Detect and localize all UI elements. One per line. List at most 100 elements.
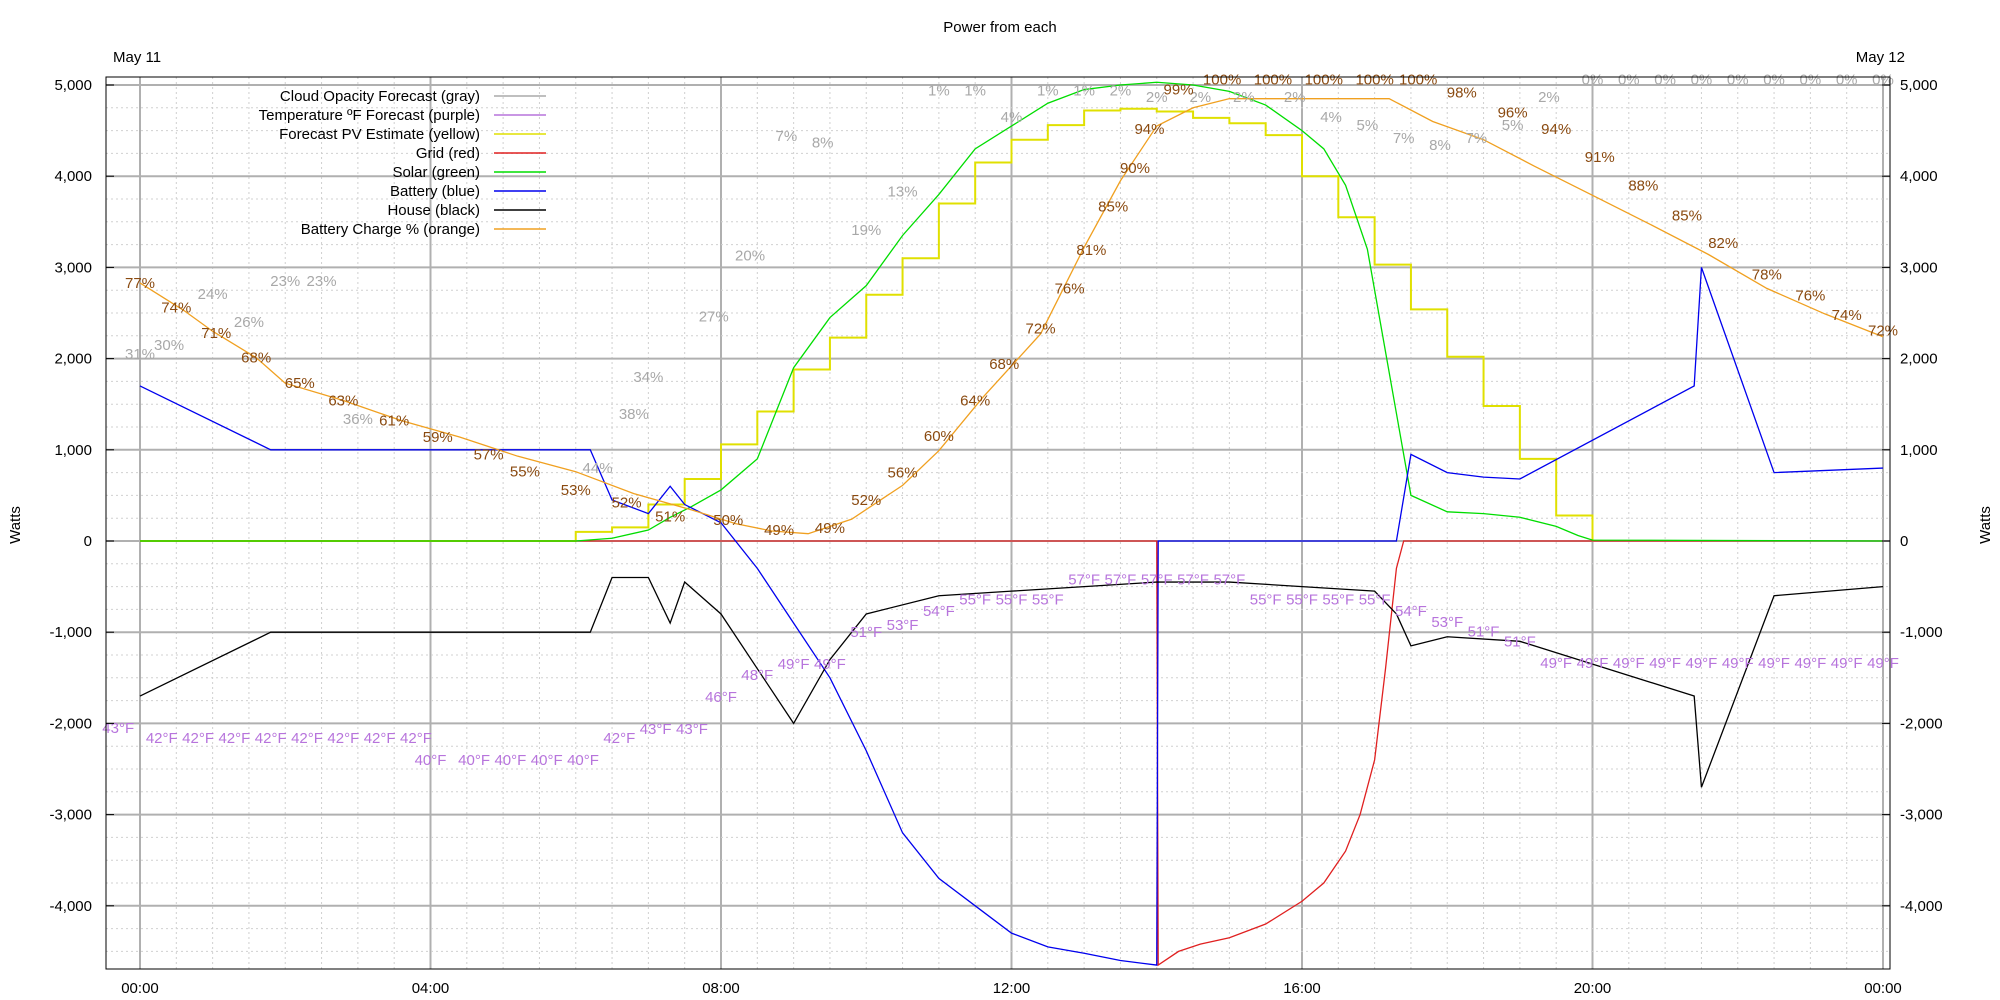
cloud-opacity-label: 23% <box>307 273 337 290</box>
axes: 5,000 5,000 4,000 4,000 3,000 3,000 2,000 2,000… <box>49 77 1942 997</box>
y-tick-label-left: -2,000 <box>49 715 92 732</box>
cloud-opacity-label: 30% <box>154 337 184 354</box>
x-tick-label: 08:00 <box>702 980 740 997</box>
battery-charge-label: 100% <box>1305 72 1343 89</box>
battery-charge-label: 96% <box>1498 104 1528 121</box>
x-tick-label: 12:00 <box>993 980 1031 997</box>
temperature-label: 55°F <box>996 591 1028 608</box>
cloud-opacity-label: 2% <box>1189 89 1211 106</box>
temperature-label: 55°F <box>1322 591 1354 608</box>
battery-charge-label: 71% <box>201 325 231 342</box>
temperature-label: 42°F <box>364 730 396 747</box>
temperature-label: 40°F <box>567 752 599 769</box>
legend-label: Battery Charge % (orange) <box>301 221 480 238</box>
cloud-opacity-label: 1% <box>964 82 986 99</box>
temperature-label: 51°F <box>850 624 882 641</box>
cloud-opacity-label: 1% <box>928 82 950 99</box>
temperature-label: 42°F <box>291 730 323 747</box>
temperature-label: 43°F <box>640 721 672 738</box>
battery-charge-label: 59% <box>423 429 453 446</box>
temperature-label: 40°F <box>494 752 526 769</box>
temperature-label: 51°F <box>1468 623 1500 640</box>
cloud-opacity-label: 7% <box>776 128 798 145</box>
temperature-label: 49°F <box>1758 655 1790 672</box>
cloud-opacity-label: 20% <box>735 248 765 265</box>
temperature-label: 49°F <box>1649 655 1681 672</box>
y-tick-label-right: -2,000 <box>1900 715 1943 732</box>
battery-charge-label: 81% <box>1076 242 1106 259</box>
battery-charge-label: 78% <box>1752 267 1782 284</box>
battery-charge-label: 50% <box>713 512 743 529</box>
y-tick-label-right: 4,000 <box>1900 168 1938 185</box>
battery-charge-label: 53% <box>561 482 591 499</box>
cloud-opacity-label: 1% <box>1037 82 1059 99</box>
y-tick-label-left: 4,000 <box>54 168 92 185</box>
cloud-opacity-label: 0% <box>1691 72 1713 89</box>
legend-label: House (black) <box>387 202 480 219</box>
battery-charge-label: 98% <box>1447 84 1477 101</box>
temperature-label: 49°F <box>1686 655 1718 672</box>
battery-charge-label: 49% <box>764 522 794 539</box>
cloud-opacity-label: 0% <box>1654 72 1676 89</box>
temperature-label: 54°F <box>923 603 955 620</box>
grid <box>106 77 1890 969</box>
battery-charge-label: 88% <box>1628 177 1658 194</box>
temperature-label: 57°F <box>1141 571 1173 588</box>
temperature-label: 55°F <box>1250 591 1282 608</box>
cloud-opacity-label: 0% <box>1763 72 1785 89</box>
temperature-label: 55°F <box>1359 591 1391 608</box>
x-tick-label: 00:00 <box>121 980 159 997</box>
battery-charge-label: 82% <box>1708 235 1738 252</box>
battery-charge-label: 64% <box>960 393 990 410</box>
battery-charge-label: 51% <box>655 508 685 525</box>
temperature-label: 42°F <box>400 730 432 747</box>
cloud-opacity-label: 24% <box>198 286 228 303</box>
temperature-label: 57°F <box>1213 571 1245 588</box>
battery-charge-label: 74% <box>161 300 191 317</box>
temperature-label: 42°F <box>146 730 178 747</box>
battery-charge-label: 60% <box>924 428 954 445</box>
x-tick-label: 00:00 <box>1864 980 1902 997</box>
x-tick-label: 16:00 <box>1283 980 1321 997</box>
cloud-opacity-label: 2% <box>1146 89 1168 106</box>
y-tick-label-right: 2,000 <box>1900 351 1938 368</box>
series-line <box>139 98 1884 535</box>
cloud-opacity-label: 0% <box>1618 72 1640 89</box>
point-labels: 31%30% 24% 26% 23% 23% 36% 34% 38% 44% 27% 20% 7% 8%… <box>102 72 1899 769</box>
battery-charge-label: 77% <box>125 275 155 292</box>
battery-charge-label: 100% <box>1399 72 1437 89</box>
battery-charge-label: 100% <box>1254 72 1292 89</box>
cloud-opacity-label: 8% <box>812 134 834 151</box>
x-tick-label: 20:00 <box>1574 980 1612 997</box>
temperature-label: 49°F <box>778 656 810 673</box>
temperature-label: 49°F <box>1613 655 1645 672</box>
temperature-label: 46°F <box>705 689 737 706</box>
y-axis-label-right: Watts <box>1977 506 1994 544</box>
y-axis-label-left: Watts <box>7 506 24 544</box>
temperature-label: 40°F <box>531 752 563 769</box>
temperature-label: 55°F <box>959 591 991 608</box>
cloud-opacity-label: 5% <box>1502 117 1524 134</box>
cloud-opacity-label: 2% <box>1284 89 1306 106</box>
cloud-opacity-label: 4% <box>1320 109 1342 126</box>
cloud-opacity-label: 36% <box>343 411 373 428</box>
battery-charge-label: 100% <box>1355 72 1393 89</box>
battery-charge-label: 85% <box>1098 198 1128 215</box>
battery-charge-label: 99% <box>1164 82 1194 99</box>
cloud-opacity-label: 0% <box>1872 72 1894 89</box>
legend-label: Battery (blue) <box>390 183 480 200</box>
battery-charge-label: 72% <box>1868 322 1898 339</box>
series-line <box>140 107 1594 542</box>
temperature-label: 57°F <box>1105 571 1137 588</box>
cloud-opacity-label: 13% <box>888 184 918 201</box>
y-tick-label-left: 1,000 <box>54 442 92 459</box>
date-left: May 11 <box>113 49 161 66</box>
y-tick-label-left: 2,000 <box>54 351 92 368</box>
battery-charge-label: 76% <box>1795 288 1825 305</box>
legend-label: Temperature ºF Forecast (purple) <box>259 107 480 124</box>
temperature-label: 42°F <box>603 730 635 747</box>
battery-charge-label: 65% <box>285 375 315 392</box>
cloud-opacity-label: 2% <box>1233 89 1255 106</box>
legend-label: Forecast PV Estimate (yellow) <box>279 126 480 143</box>
legend: Cloud Opacity Forecast (gray) Temperature… <box>259 88 546 238</box>
